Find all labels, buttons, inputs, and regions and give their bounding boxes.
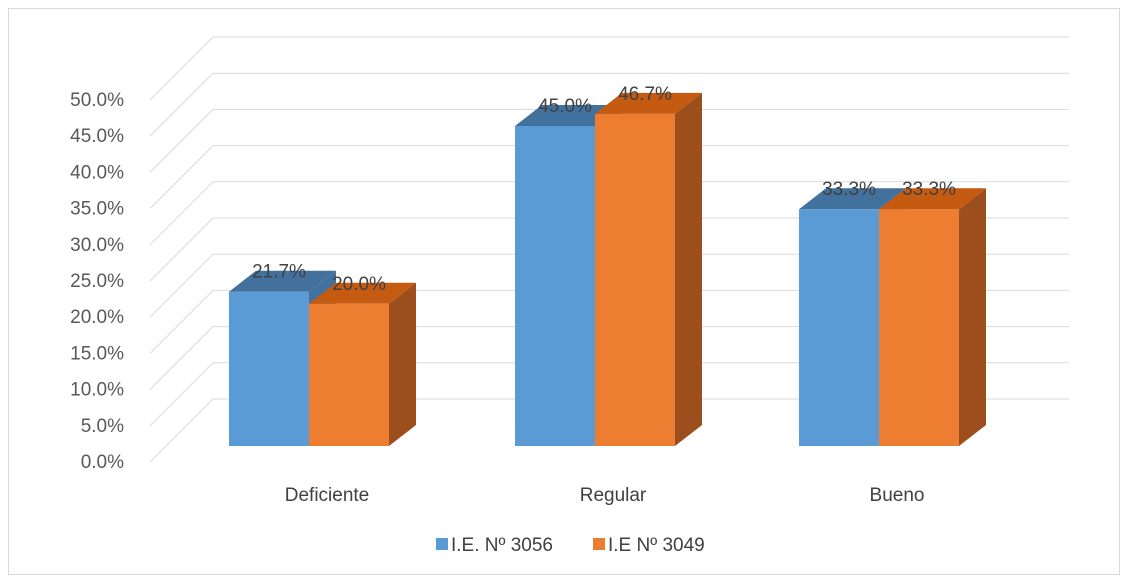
data-label: 20.0% [332, 274, 386, 295]
bar-series2-side [675, 92, 702, 447]
data-label: 33.3% [902, 179, 956, 200]
bar-series2-side [389, 282, 416, 446]
bar-series2-top [595, 92, 702, 114]
bar-series2-side [959, 188, 986, 446]
y-tick-label: 10.0% [70, 380, 124, 401]
bar-series2 [879, 209, 959, 446]
bar-series1-top [229, 270, 336, 292]
legend-label: I.E Nº 3049 [608, 535, 705, 556]
bar-series2 [595, 113, 675, 447]
gridline-diagonal [149, 326, 214, 390]
gridline-diagonal [149, 253, 214, 318]
bar-series1 [515, 126, 595, 446]
y-tick-label: 15.0% [70, 343, 124, 364]
y-tick-label: 45.0% [70, 126, 124, 147]
bar-series2-top [309, 282, 416, 304]
gridline-diagonal [149, 109, 214, 173]
y-tick-label: 30.0% [70, 235, 124, 256]
bar-series1 [799, 209, 879, 446]
x-category-label: Regular [580, 485, 647, 506]
x-category-label: Bueno [870, 485, 925, 506]
data-label: 33.3% [822, 179, 876, 200]
bar-series2 [309, 303, 389, 446]
data-label: 45.0% [538, 96, 592, 117]
x-category-label: Deficiente [285, 485, 370, 506]
bar-series2-top [879, 188, 986, 210]
gridline-diagonal [149, 217, 214, 282]
legend-swatch [436, 538, 448, 550]
y-tick-label: 35.0% [70, 199, 124, 220]
gridline-diagonal [149, 145, 214, 209]
y-tick-label: 0.0% [81, 452, 124, 473]
data-label: 21.7% [252, 262, 306, 283]
y-tick-label: 50.0% [70, 90, 124, 111]
bar-series1 [229, 291, 309, 446]
bar-series1-top [799, 188, 906, 210]
y-tick-label: 25.0% [70, 271, 124, 292]
gridline-diagonal [149, 362, 214, 427]
y-tick-label: 40.0% [70, 162, 124, 183]
legend-swatch [593, 538, 605, 550]
gridline-diagonal [149, 290, 214, 354]
gridline-diagonal [149, 36, 214, 101]
gridline-diagonal [149, 72, 214, 137]
data-label: 46.7% [618, 84, 672, 105]
y-tick-label: 5.0% [81, 416, 124, 437]
legend-label: I.E. Nº 3056 [451, 535, 553, 556]
gridline-diagonal [149, 398, 214, 463]
y-tick-label: 20.0% [70, 307, 124, 328]
gridline-diagonal [149, 181, 214, 246]
